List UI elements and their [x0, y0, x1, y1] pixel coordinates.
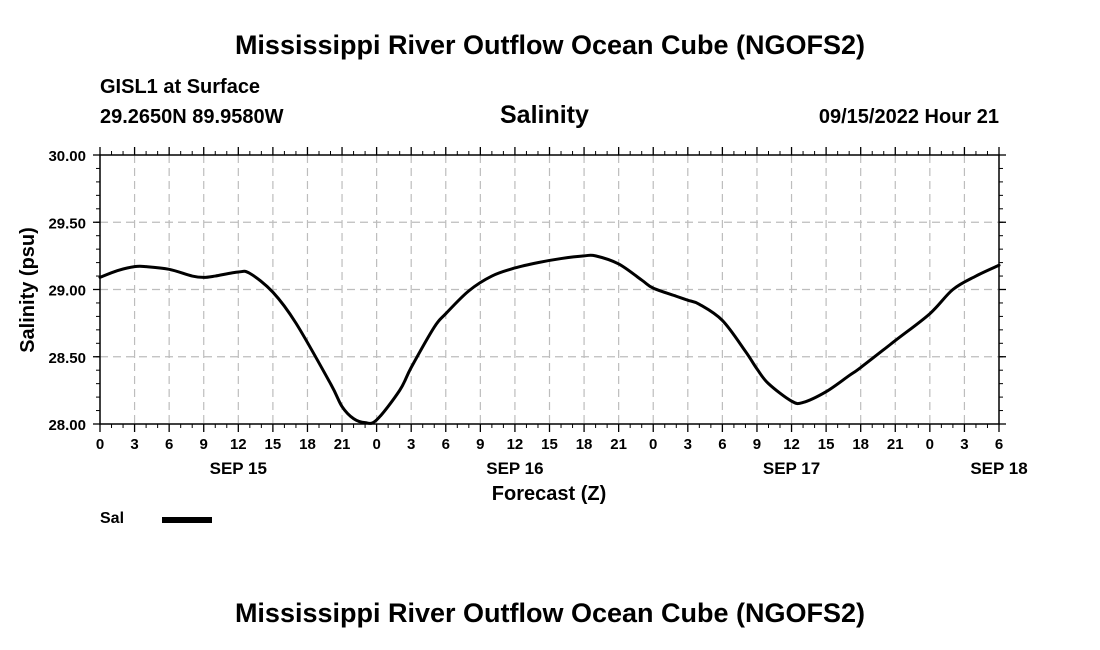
y-tick-label: 30.00	[48, 148, 86, 165]
x-tick-label: 12	[230, 436, 247, 453]
y-tick-label: 29.50	[48, 215, 86, 232]
x-tick-label: 6	[442, 436, 450, 453]
x-tick-label: 6	[718, 436, 726, 453]
legend-line-swatch	[162, 517, 212, 523]
x-tick-label: 15	[541, 436, 558, 453]
y-tick-label: 28.00	[48, 417, 86, 434]
grid	[100, 155, 999, 424]
x-tick-label: 3	[407, 436, 415, 453]
date-label: SEP 18	[970, 459, 1027, 478]
plot-frame	[99, 154, 1000, 425]
bottom-title: Mississippi River Outflow Ocean Cube (NG…	[234, 598, 866, 628]
x-tick-label: 15	[818, 436, 835, 453]
date-label: SEP 15	[210, 459, 267, 478]
x-tick-label: 3	[130, 436, 138, 453]
x-tick-label: 3	[684, 436, 692, 453]
x-tick-label: 21	[334, 436, 351, 453]
x-tick-label: 0	[649, 436, 657, 453]
date-labels: SEP 15 SEP 16 SEP 17 SEP 18	[210, 459, 1028, 478]
x-tick-labels: 0 3 6 9 12 15 18 21 0 3 6 9 12 15 18 21 0 3 6 9 12 15 18 21 0 3 6	[96, 436, 1003, 453]
x-tick-label: 6	[995, 436, 1003, 453]
x-tick-label: 9	[476, 436, 484, 453]
y-axis-title: Salinity (psu)	[17, 227, 39, 353]
x-tick-label: 18	[299, 436, 316, 453]
main-title: Mississippi River Outflow Ocean Cube (NG…	[234, 30, 866, 60]
x-tick-label: 3	[960, 436, 968, 453]
y-tick-label: 29.00	[48, 283, 86, 300]
y-tick-label: 28.50	[48, 350, 86, 367]
legend-label: Sal	[100, 510, 125, 527]
x-tick-label: 0	[96, 436, 104, 453]
salinity-series-line	[98, 253, 1001, 425]
y-tick-labels: 28.00 28.50 29.00 29.50 30.00	[48, 148, 86, 434]
chart-title: Salinity	[500, 101, 589, 129]
x-tick-label: 12	[507, 436, 524, 453]
x-tick-label: 21	[887, 436, 904, 453]
x-tick-label: 0	[926, 436, 934, 453]
x-tick-label: 15	[265, 436, 282, 453]
station-name: GISL1 at Surface	[100, 76, 261, 98]
x-tick-label: 0	[372, 436, 380, 453]
x-tick-label: 18	[576, 436, 593, 453]
x-tick-label: 6	[165, 436, 173, 453]
date-label: SEP 16	[486, 459, 543, 478]
forecast-datetime: 09/15/2022 Hour 21	[818, 106, 999, 128]
x-tick-label: 9	[200, 436, 208, 453]
x-tick-label: 21	[610, 436, 627, 453]
x-tick-label: 12	[783, 436, 800, 453]
date-label: SEP 17	[763, 459, 820, 478]
x-tick-label: 9	[753, 436, 761, 453]
x-axis-title: Forecast (Z)	[492, 483, 606, 505]
station-coordinates: 29.2650N 89.9580W	[100, 106, 284, 128]
x-tick-label: 18	[852, 436, 869, 453]
